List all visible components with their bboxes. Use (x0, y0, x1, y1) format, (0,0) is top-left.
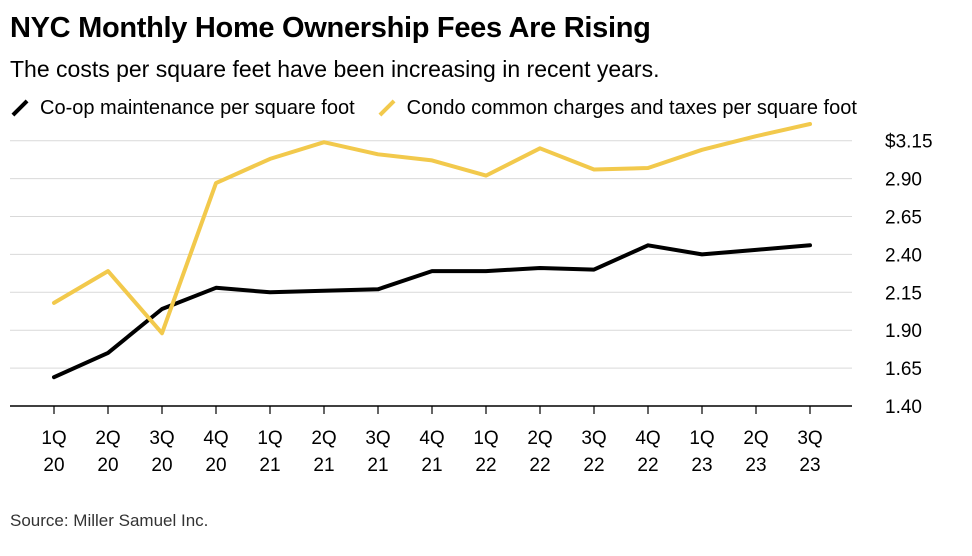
y-axis-ticks: 1.40 1.65 1.90 2.15 2.40 2.65 2.90 $3.15 (885, 132, 933, 418)
x-tick-label-quarter: 4Q (635, 428, 660, 449)
legend: Co-op maintenance per square foot Condo … (10, 94, 879, 122)
x-tick-label-quarter: 3Q (365, 428, 390, 449)
chart-title: NYC Monthly Home Ownership Fees Are Risi… (10, 12, 651, 44)
y-tick-label: 1.65 (885, 359, 922, 380)
x-tick-label-year: 21 (421, 455, 442, 476)
x-tick-label-year: 20 (97, 455, 118, 476)
x-tick-label-quarter: 4Q (419, 428, 444, 449)
gridlines (10, 140, 852, 407)
x-tick-label-year: 22 (529, 455, 550, 476)
condo-series-line (52, 122, 812, 336)
coop-series-line (52, 243, 812, 380)
x-tick-label-year: 21 (313, 455, 334, 476)
x-tick-label-year: 23 (691, 455, 712, 476)
source-note: Source: Miller Samuel Inc. (10, 511, 209, 530)
x-tick-label-year: 22 (583, 455, 604, 476)
chart-subtitle: The costs per square feet have been incr… (10, 56, 660, 82)
legend-label-condo: Condo common charges and taxes per squar… (406, 96, 857, 119)
x-tick-label-quarter: 4Q (203, 428, 228, 449)
legend-item-coop: Co-op maintenance per square foot (10, 97, 355, 120)
x-tick-label-quarter: 2Q (527, 428, 552, 449)
y-tick-label: 2.15 (885, 283, 922, 304)
x-tick-label-year: 21 (259, 455, 280, 476)
x-tick-label-quarter: 1Q (257, 428, 282, 449)
x-tick-label-quarter: 2Q (743, 428, 768, 449)
x-tick-label-year: 22 (637, 455, 658, 476)
x-tick-label-year: 23 (745, 455, 766, 476)
legend-item-condo: Condo common charges and taxes per squar… (377, 97, 857, 120)
line-chart: 1.40 1.65 1.90 2.15 2.40 2.65 2.90 $3.15 1Q 20 2Q… (10, 122, 933, 476)
y-tick-label: 2.65 (885, 208, 922, 229)
x-tick-label-quarter: 1Q (689, 428, 714, 449)
y-tick-label: $3.15 (885, 132, 933, 153)
legend-label-coop: Co-op maintenance per square foot (40, 96, 355, 119)
x-tick-label-quarter: 2Q (311, 428, 336, 449)
y-tick-label: 1.40 (885, 397, 922, 418)
x-tick-label-quarter: 3Q (797, 428, 822, 449)
x-tick-label-quarter: 3Q (149, 428, 174, 449)
x-tick-label-quarter: 3Q (581, 428, 606, 449)
x-tick-label-year: 20 (151, 455, 172, 476)
x-tick-label-quarter: 1Q (473, 428, 498, 449)
y-tick-label: 1.90 (885, 321, 922, 342)
x-tick-label-year: 20 (43, 455, 64, 476)
y-tick-label: 2.90 (885, 170, 922, 191)
x-tick-label-year: 23 (799, 455, 820, 476)
x-tick-label-quarter: 1Q (41, 428, 66, 449)
x-tick-label-year: 21 (367, 455, 388, 476)
x-axis-ticks: 1Q 20 2Q 20 3Q 20 4Q 20 1Q 21 2Q 21 3Q 21 4Q 21 1Q 22 2Q 22… (41, 406, 823, 476)
y-tick-label: 2.40 (885, 245, 922, 266)
series-lines (52, 122, 812, 380)
x-tick-label-year: 22 (475, 455, 496, 476)
x-tick-label-year: 20 (205, 455, 226, 476)
x-tick-label-quarter: 2Q (95, 428, 120, 449)
